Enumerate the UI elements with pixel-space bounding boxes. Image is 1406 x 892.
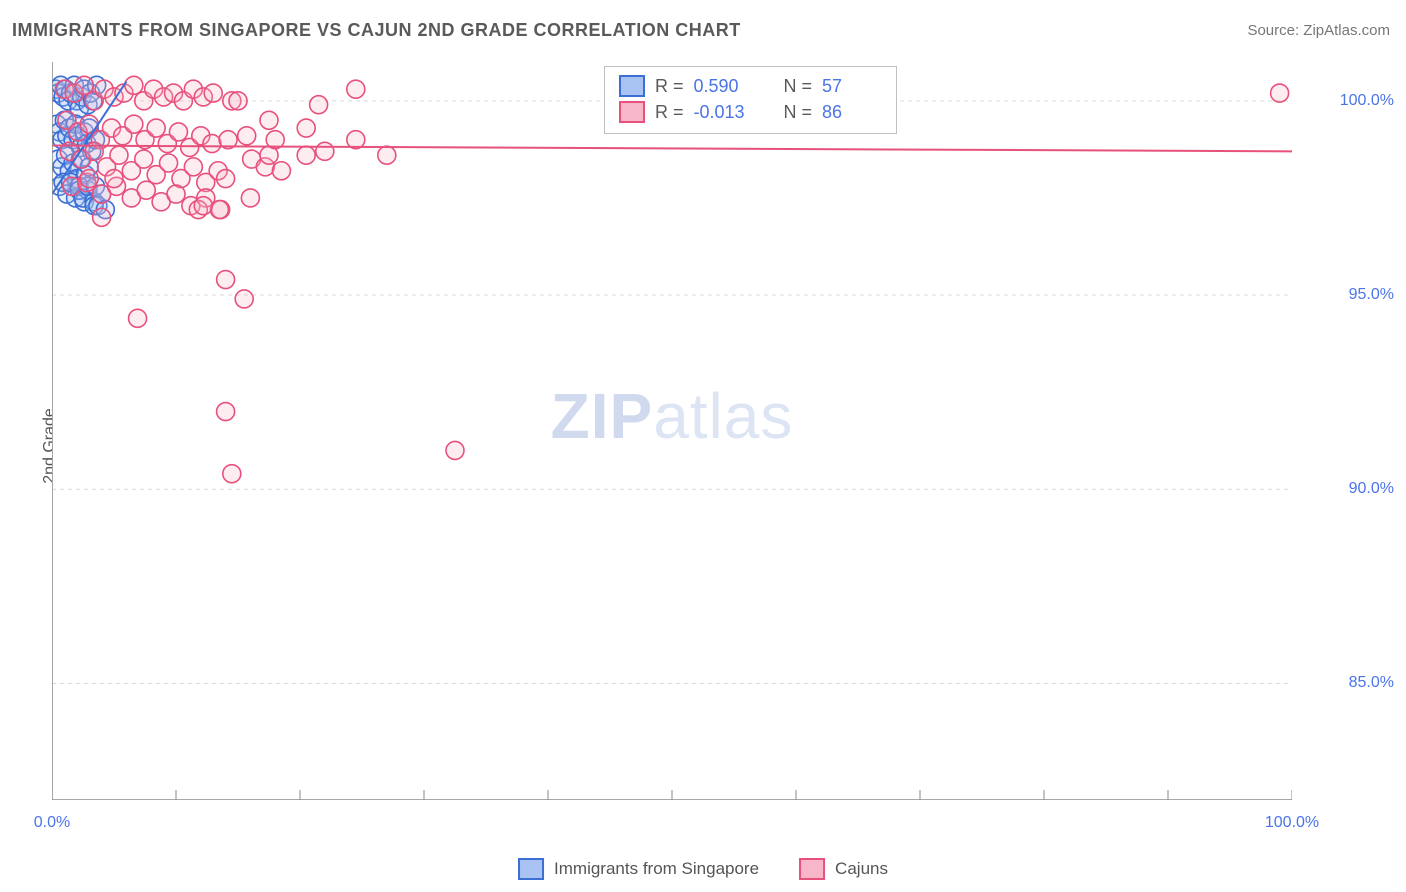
chart-title: IMMIGRANTS FROM SINGAPORE VS CAJUN 2ND G…: [12, 20, 741, 41]
x-tick-label: 100.0%: [1265, 814, 1319, 832]
source-attribution: Source: ZipAtlas.com: [1247, 22, 1390, 39]
data-point: [80, 115, 98, 133]
data-point: [105, 170, 123, 188]
data-point: [310, 96, 328, 114]
y-tick-label: 100.0%: [1340, 92, 1394, 110]
legend-swatch: [518, 858, 544, 880]
data-point: [217, 170, 235, 188]
data-point: [129, 309, 147, 327]
data-point: [137, 181, 155, 199]
data-point: [184, 158, 202, 176]
data-point: [229, 92, 247, 110]
data-point: [217, 403, 235, 421]
data-point: [93, 208, 111, 226]
stats-row: R = 0.590 N = 57: [619, 73, 882, 99]
data-point: [446, 441, 464, 459]
data-point: [272, 162, 290, 180]
data-point: [223, 465, 241, 483]
data-point: [125, 115, 143, 133]
data-point: [204, 84, 222, 102]
data-point: [135, 150, 153, 168]
data-point: [378, 146, 396, 164]
data-point: [160, 154, 178, 172]
data-point: [167, 185, 185, 203]
data-point: [110, 146, 128, 164]
data-point: [241, 189, 259, 207]
y-tick-label: 95.0%: [1349, 286, 1394, 304]
bottom-legend: Immigrants from Singapore Cajuns: [518, 858, 888, 880]
legend-item: Immigrants from Singapore: [518, 858, 759, 880]
data-point: [235, 290, 253, 308]
data-point: [194, 197, 212, 215]
data-point: [297, 119, 315, 137]
legend-swatch: [799, 858, 825, 880]
correlation-stats-box: R = 0.590 N = 57R = -0.013 N = 86: [604, 66, 897, 134]
data-point: [203, 135, 221, 153]
y-tick-label: 85.0%: [1349, 674, 1394, 692]
data-point: [217, 271, 235, 289]
legend-item: Cajuns: [799, 858, 888, 880]
legend-label: Immigrants from Singapore: [554, 859, 759, 879]
legend-swatch: [619, 101, 645, 123]
plot-area: ZIPatlas R = 0.590 N = 57R = -0.013 N = …: [52, 62, 1292, 800]
data-point: [147, 119, 165, 137]
data-point: [169, 123, 187, 141]
data-point: [297, 146, 315, 164]
data-point: [260, 111, 278, 129]
data-point: [316, 142, 334, 160]
data-point: [210, 201, 228, 219]
data-point: [347, 80, 365, 98]
data-point: [80, 170, 98, 188]
x-tick-label: 0.0%: [34, 814, 70, 832]
stats-row: R = -0.013 N = 86: [619, 99, 882, 125]
data-point: [125, 76, 143, 94]
data-point: [75, 76, 93, 94]
scatter-plot-svg: [52, 62, 1292, 800]
data-point: [238, 127, 256, 145]
legend-label: Cajuns: [835, 859, 888, 879]
legend-swatch: [619, 75, 645, 97]
y-tick-label: 90.0%: [1349, 480, 1394, 498]
data-point: [1271, 84, 1289, 102]
